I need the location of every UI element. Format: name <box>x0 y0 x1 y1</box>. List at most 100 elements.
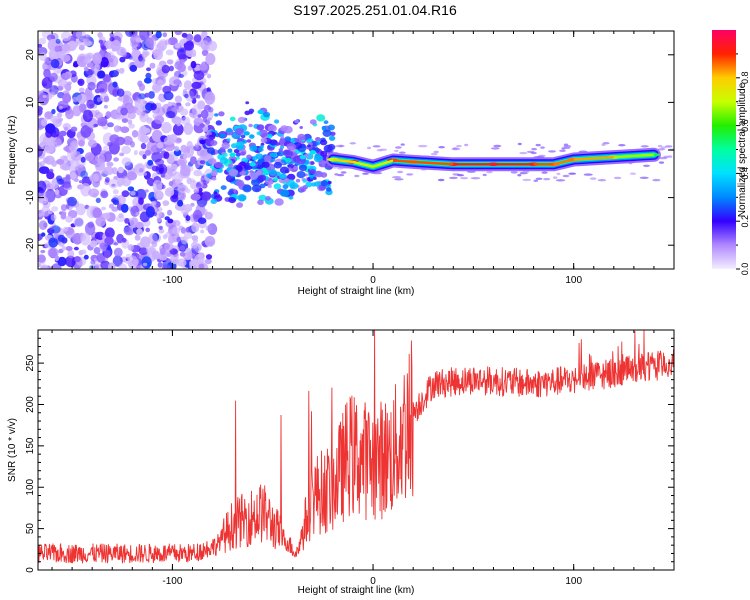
noise-blob <box>49 72 58 82</box>
noise-blob <box>167 218 174 224</box>
noise-blob <box>174 42 181 49</box>
noise-blob <box>174 146 180 152</box>
transition-blob <box>280 135 285 139</box>
noise-blob <box>88 188 100 198</box>
transition-blob <box>216 168 223 173</box>
transition-blob <box>248 123 253 128</box>
transition-blob <box>281 159 286 163</box>
halo-blob <box>562 174 570 178</box>
noise-blob <box>107 55 119 68</box>
noise-blob <box>99 242 108 250</box>
transition-blob <box>255 170 262 176</box>
transition-blob <box>214 161 223 169</box>
transition-blob <box>210 165 215 169</box>
noise-blob <box>127 244 134 251</box>
transition-blob <box>277 150 285 157</box>
noise-blob <box>58 242 65 247</box>
halo-blob <box>349 142 356 145</box>
halo-blob <box>457 174 464 177</box>
noise-blob <box>128 55 133 60</box>
noise-blob <box>104 227 115 239</box>
x-tick-label: -100 <box>162 275 182 286</box>
noise-blob <box>108 178 119 189</box>
noise-blob <box>107 122 114 128</box>
transition-blob <box>265 196 271 201</box>
noise-blob <box>103 249 111 259</box>
noise-blob <box>206 87 211 93</box>
noise-blob <box>204 91 216 105</box>
noise-blob <box>124 218 130 224</box>
halo-blob <box>563 145 572 148</box>
transition-blob <box>302 179 307 183</box>
noise-blob <box>118 213 124 219</box>
noise-blob <box>72 62 78 68</box>
noise-blob <box>161 121 172 134</box>
noise-blob <box>138 55 143 62</box>
noise-blob <box>156 79 164 86</box>
halo-blob <box>597 179 607 182</box>
noise-blob <box>61 246 67 251</box>
noise-blob <box>207 106 214 113</box>
spectrogram-marks <box>38 31 674 269</box>
noise-blob <box>100 260 111 269</box>
noise-blob <box>138 93 147 100</box>
noise-blob <box>145 227 150 233</box>
noise-blob <box>152 180 163 192</box>
noise-blob <box>123 226 132 234</box>
noise-blob <box>123 96 133 109</box>
bright-spot <box>269 152 276 157</box>
noise-blob <box>192 104 202 116</box>
transition-blob <box>309 119 317 125</box>
noise-blob <box>47 247 59 258</box>
noise-blob <box>200 109 209 119</box>
noise-blob <box>42 95 47 98</box>
noise-blob <box>163 91 174 101</box>
transition-blob <box>210 198 218 204</box>
transition-blob <box>235 128 244 136</box>
transition-blob <box>226 127 233 133</box>
noise-blob <box>173 79 182 85</box>
noise-blob <box>194 214 199 220</box>
noise-blob <box>142 262 148 267</box>
noise-blob <box>165 111 176 119</box>
noise-blob <box>101 45 106 50</box>
transition-blob <box>242 184 252 193</box>
noise-blob <box>185 215 191 222</box>
noise-blob <box>84 152 95 162</box>
noise-blob <box>44 155 55 165</box>
noise-blob <box>72 105 82 117</box>
halo-blob <box>397 170 404 174</box>
noise-blob <box>168 65 174 72</box>
transition-blob <box>219 157 229 165</box>
transition-blob <box>235 179 244 187</box>
noise-blob <box>116 88 125 97</box>
snr-marks <box>38 330 674 564</box>
noise-blob <box>180 227 187 234</box>
noise-blob <box>151 129 163 142</box>
halo-blob <box>652 178 661 182</box>
transition-blob <box>314 181 321 187</box>
noise-blob <box>56 175 63 182</box>
noise-blob <box>164 187 175 197</box>
transition-blob <box>252 166 256 170</box>
noise-blob <box>75 31 87 40</box>
halo-blob <box>601 143 606 146</box>
noise-blob <box>207 117 212 121</box>
transition-blob <box>316 114 326 122</box>
noise-blob <box>163 242 174 251</box>
noise-blob <box>182 88 188 94</box>
noise-blob <box>166 59 174 65</box>
noise-blob <box>55 119 62 124</box>
transition-blob <box>228 163 234 168</box>
noise-blob <box>78 180 83 184</box>
halo-blob <box>665 145 673 148</box>
noise-blob <box>84 67 89 72</box>
bright-spot <box>243 131 250 136</box>
noise-blob <box>200 229 205 234</box>
halo-blob <box>643 164 650 167</box>
transition-blob <box>206 173 212 178</box>
noise-blob <box>44 117 49 122</box>
noise-blob <box>136 228 143 236</box>
noise-blob <box>120 50 127 58</box>
noise-blob <box>203 37 213 47</box>
